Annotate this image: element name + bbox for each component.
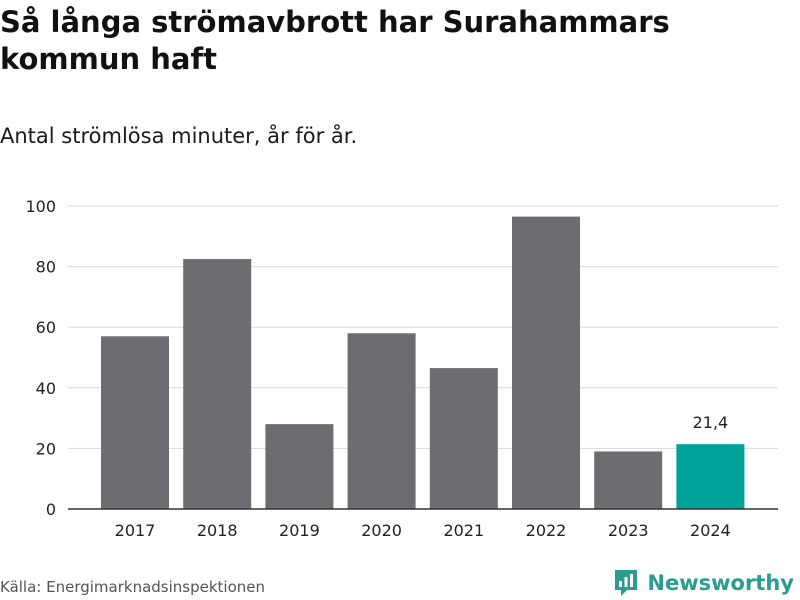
- x-tick-label: 2020: [361, 521, 402, 540]
- x-tick-label: 2022: [526, 521, 567, 540]
- x-axis-labels: 2017 2018 2019 2020 2021 2022 2023 2024: [115, 521, 731, 540]
- newsworthy-logo-icon: [615, 570, 638, 596]
- bars: [101, 216, 745, 510]
- gridlines: [68, 205, 778, 449]
- bar-2024: [676, 444, 745, 509]
- y-tick-label: 20: [36, 439, 56, 458]
- y-tick-label: 0: [46, 500, 56, 519]
- bar-2020: [347, 333, 416, 509]
- y-axis-labels: 0 20 40 60 80 100: [25, 197, 56, 519]
- x-tick-label: 2023: [608, 521, 649, 540]
- x-tick-label: 2017: [115, 521, 156, 540]
- bar-2017: [101, 336, 169, 509]
- bar-2022: [512, 216, 580, 510]
- bar-2018: [183, 259, 252, 509]
- source-note: Källa: Energimarknadsinspektionen: [0, 578, 266, 596]
- x-tick-label: 2019: [279, 521, 320, 540]
- y-tick-label: 60: [36, 318, 56, 337]
- data-label: 21,4: [693, 413, 729, 432]
- y-tick-label: 40: [36, 379, 56, 398]
- y-tick-label: 80: [36, 258, 56, 277]
- brand-name: Newsworthy: [647, 571, 794, 595]
- data-labels: 21,4: [693, 413, 729, 432]
- x-tick-label: 2024: [690, 521, 731, 540]
- brand-logo: Newsworthy: [613, 568, 794, 598]
- x-tick-label: 2021: [443, 521, 484, 540]
- bar-2023: [594, 451, 663, 509]
- bar-2019: [265, 424, 334, 509]
- x-tick-label: 2018: [197, 521, 238, 540]
- chart-subtitle: Antal strömlösa minuter, år för år.: [0, 124, 358, 148]
- bar-2021: [429, 368, 498, 509]
- y-tick-label: 100: [25, 197, 56, 216]
- chart-title: Så långa strömavbrott har Surahammars ko…: [0, 5, 670, 76]
